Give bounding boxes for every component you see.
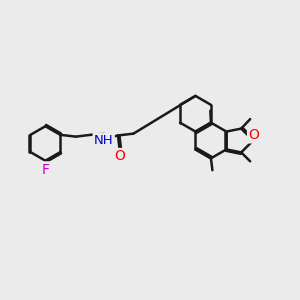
Text: O: O [248, 128, 259, 142]
Text: F: F [41, 163, 50, 177]
Text: O: O [114, 149, 125, 163]
Text: NH: NH [94, 134, 113, 147]
